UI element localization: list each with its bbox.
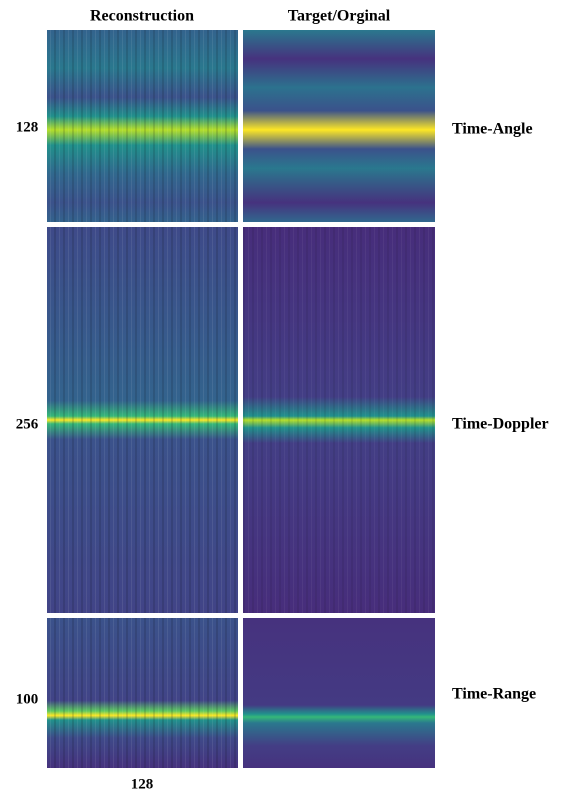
column-header: Reconstruction — [90, 8, 194, 25]
row-label: Time-Doppler — [452, 416, 549, 433]
row-size: 128 — [16, 119, 39, 135]
row-label: Time-Angle — [452, 121, 533, 138]
heatmap-texture — [47, 618, 238, 768]
heatmap-panels — [47, 30, 435, 768]
row-size: 256 — [16, 416, 39, 432]
row-label: Time-Range — [452, 686, 536, 703]
x-size: 128 — [131, 776, 154, 792]
row-size: 100 — [16, 691, 39, 707]
heatmap — [243, 30, 435, 222]
heatmap-texture — [47, 30, 238, 222]
heatmap-texture — [243, 227, 435, 613]
heatmap — [243, 618, 435, 768]
column-header: Target/Orginal — [288, 8, 391, 25]
heatmap-texture — [47, 227, 238, 613]
